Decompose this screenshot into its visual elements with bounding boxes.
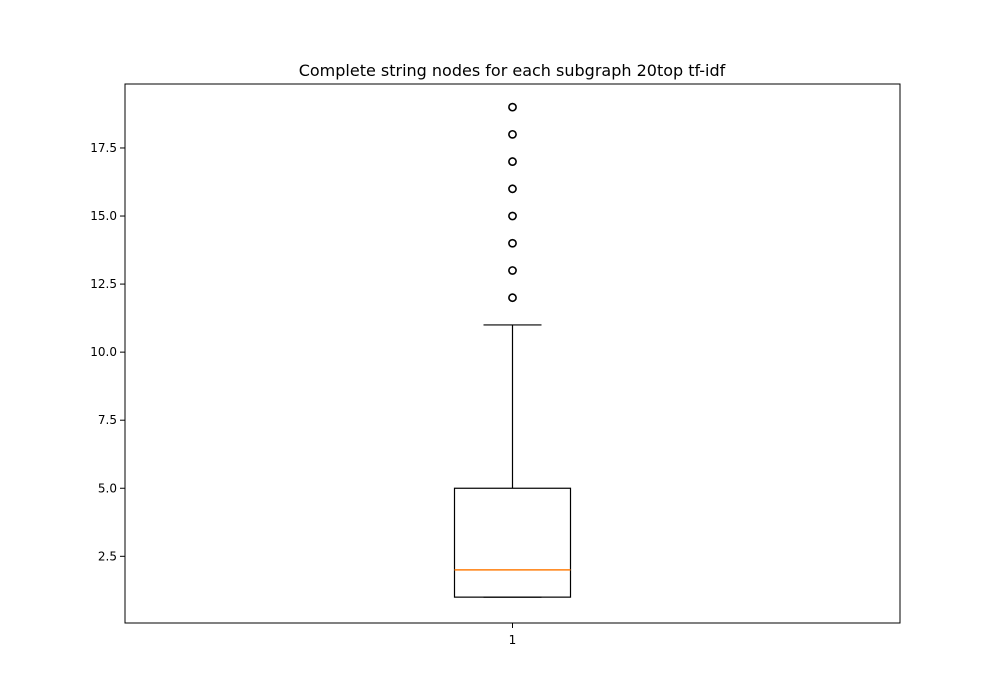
- outlier-point: [508, 293, 517, 303]
- x-tick-label: 1: [509, 633, 517, 647]
- outlier-point: [508, 211, 517, 221]
- outlier-point: [508, 238, 517, 248]
- outlier-point: [508, 102, 517, 112]
- y-tick-label: 15.0: [90, 209, 117, 223]
- interquartile-box: [453, 487, 572, 598]
- y-tick-label: 12.5: [90, 277, 117, 291]
- outlier-point: [508, 129, 517, 139]
- chart-title: Complete string nodes for each subgraph …: [299, 61, 726, 80]
- y-axis: 2.5 5.0 7.5 10.0 12.5 15.0 17.5: [90, 141, 125, 563]
- box-1: [453, 102, 572, 598]
- y-tick-label: 7.5: [98, 413, 117, 427]
- outlier-point: [508, 266, 517, 275]
- x-axis: 1: [509, 623, 517, 647]
- y-tick-label: 17.5: [90, 141, 117, 155]
- y-tick-label: 2.5: [98, 549, 117, 563]
- y-tick-label: 5.0: [98, 481, 117, 495]
- y-tick-label: 10.0: [90, 345, 117, 359]
- boxes-layer: [453, 102, 572, 598]
- outlier-point: [508, 157, 517, 166]
- outlier-point: [508, 184, 517, 194]
